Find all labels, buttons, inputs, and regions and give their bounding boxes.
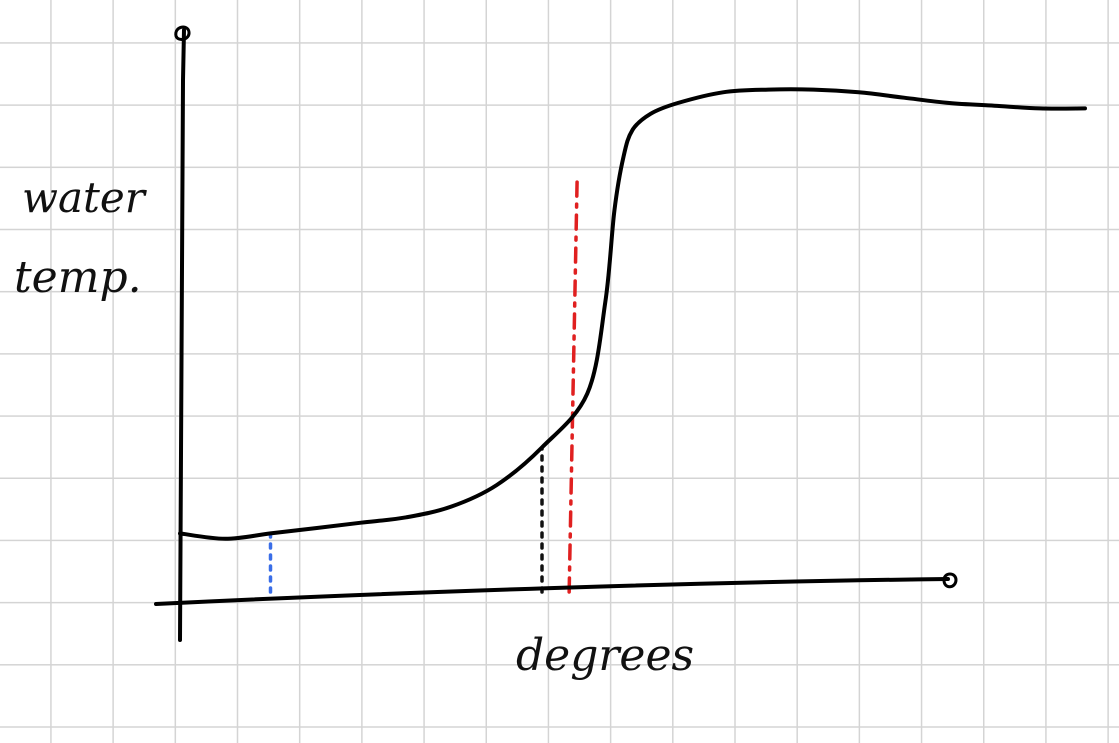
temperature-curve: [178, 87, 1087, 541]
y-axis-label-line-1: water: [22, 173, 148, 222]
y-axis-label-line-2: temp.: [14, 252, 142, 303]
marker-line-3: [567, 176, 579, 594]
y-axis-end-mark: [174, 25, 191, 41]
x-axis: [154, 577, 950, 606]
y-axis: [178, 28, 186, 642]
x-axis-end-mark: [942, 572, 958, 589]
x-axis-label: degrees: [516, 630, 694, 681]
